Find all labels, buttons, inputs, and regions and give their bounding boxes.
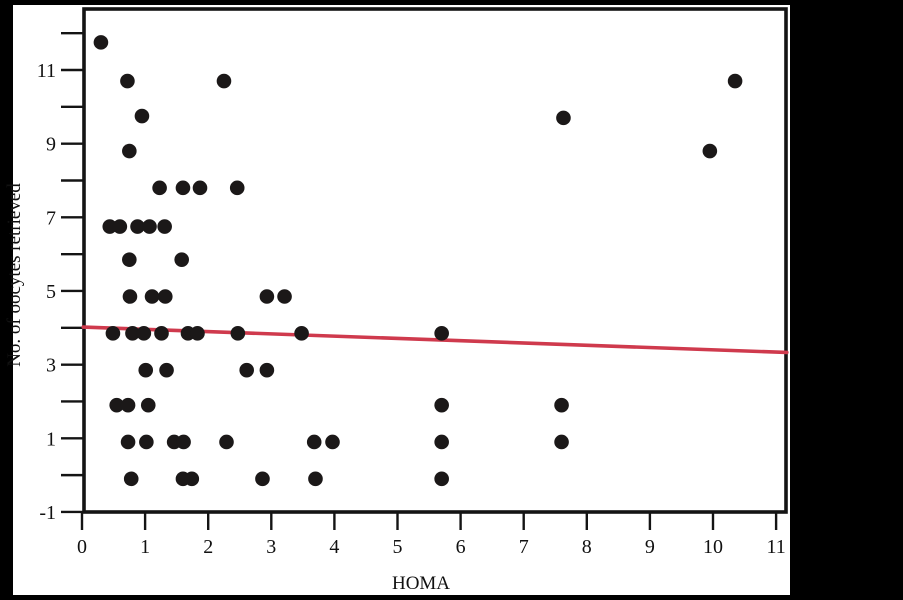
data-point [554, 434, 569, 450]
data-point [120, 397, 136, 413]
data-point [102, 219, 118, 234]
x-tick-label: 0 [77, 536, 87, 558]
figure-panel [13, 5, 790, 595]
x-axis-tick-labels: 0 1 2 3 4 5 6 7 8 9 10 11 [77, 536, 786, 558]
data-point [255, 471, 270, 487]
data-point [125, 326, 140, 341]
plot-frame [82, 7, 788, 514]
data-points [93, 35, 743, 487]
data-point [144, 289, 160, 304]
data-point [176, 434, 191, 450]
x-tick-label: 4 [329, 536, 339, 558]
data-point [130, 219, 145, 234]
x-tick-label: 5 [393, 536, 403, 558]
data-point [93, 35, 109, 50]
data-point [142, 219, 157, 234]
data-point [122, 252, 137, 267]
data-point [434, 434, 449, 450]
data-point [140, 397, 156, 413]
x-tick-label: 1 [140, 536, 150, 558]
data-point [112, 219, 128, 234]
data-point [109, 397, 125, 413]
data-point [219, 434, 234, 450]
data-point [325, 434, 340, 450]
x-tick-label: 7 [519, 536, 529, 558]
data-point [306, 434, 322, 450]
y-tick-label: 9 [46, 134, 56, 156]
x-tick-label: 8 [582, 536, 592, 558]
y-axis-ticks [61, 31, 83, 514]
data-point [294, 326, 309, 341]
data-point [122, 143, 137, 159]
x-tick-label: 10 [703, 536, 723, 558]
data-point [259, 362, 275, 378]
data-point [702, 143, 718, 159]
data-point [136, 326, 152, 341]
data-point [554, 397, 569, 413]
data-point [727, 73, 743, 89]
x-axis-ticks [80, 512, 778, 530]
x-tick-label: 9 [645, 536, 655, 558]
data-point [138, 362, 154, 378]
data-point [157, 219, 172, 234]
x-tick-label: 3 [266, 536, 276, 558]
data-point [308, 471, 323, 487]
data-point [134, 108, 150, 124]
data-point [175, 180, 191, 196]
x-tick-label: 11 [766, 536, 785, 558]
data-point [154, 326, 169, 341]
data-point [259, 289, 275, 304]
data-point [230, 326, 246, 341]
y-tick-label: 1 [46, 428, 56, 450]
data-point [120, 434, 136, 450]
data-point [157, 289, 173, 304]
data-point [139, 434, 154, 450]
x-axis-title: HOMA [392, 573, 450, 594]
data-point [190, 326, 205, 341]
y-axis-tick-labels: -1 1 3 5 7 9 11 [37, 60, 56, 524]
data-point [229, 180, 245, 196]
data-point [434, 397, 449, 413]
y-tick-label: -1 [39, 502, 56, 524]
y-tick-label: 5 [46, 281, 56, 303]
data-point [184, 471, 200, 487]
data-point [556, 110, 571, 126]
y-tick-label: 11 [37, 60, 56, 82]
y-axis-title: No. of oocytes retrieved [4, 183, 25, 367]
y-tick-label: 7 [46, 207, 56, 229]
x-tick-label: 2 [203, 536, 213, 558]
x-tick-label: 6 [456, 536, 466, 558]
data-point [122, 289, 138, 304]
data-point [152, 180, 167, 196]
data-point [105, 326, 121, 341]
data-point [239, 362, 254, 378]
data-point [192, 180, 208, 196]
y-tick-label: 3 [46, 355, 56, 377]
data-point [123, 471, 139, 487]
data-point [120, 73, 135, 89]
data-point [174, 252, 189, 267]
data-point [434, 471, 449, 487]
data-point [159, 362, 174, 378]
data-point [277, 289, 292, 304]
data-point [434, 326, 449, 341]
data-point [216, 73, 232, 89]
